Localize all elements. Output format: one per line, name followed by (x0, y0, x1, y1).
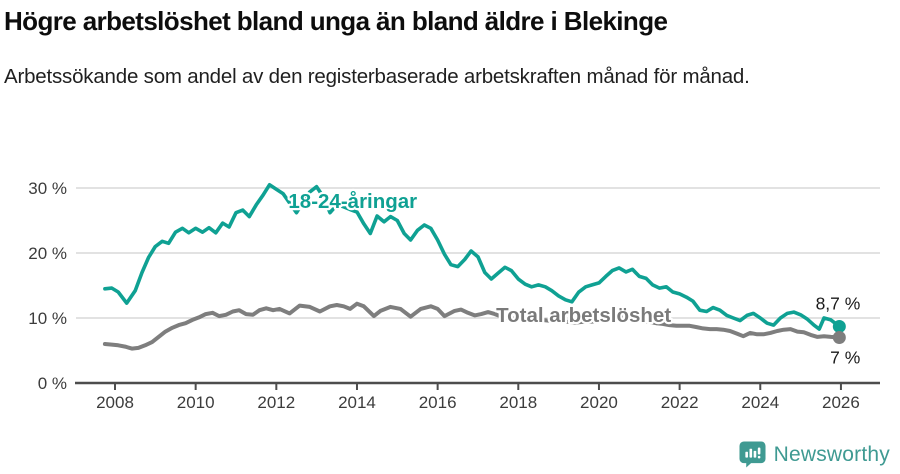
x-tick-label: 2026 (822, 393, 860, 412)
gridlines (76, 187, 880, 319)
page-title: Högre arbetslöshet bland unga än bland ä… (4, 6, 668, 36)
x-tick-label: 2008 (96, 393, 134, 412)
chart-subtitle: Arbetssökande som andel av den registerb… (4, 65, 750, 88)
y-axis-tick-labels: 0 % 10 % 20 % 30 % (28, 179, 67, 393)
series-end-value-label: 7 % (830, 348, 860, 368)
x-tick-label: 2014 (338, 393, 376, 412)
series-end-dot (832, 319, 846, 333)
series-line-total (102, 301, 842, 351)
x-tick-label: 2018 (499, 393, 537, 412)
series-line-young (103, 183, 842, 331)
newsworthy-branding: Newsworthy (739, 441, 890, 468)
end-annotations: 8,7 % 7 % (814, 292, 862, 369)
y-tick-label: 0 % (38, 374, 67, 393)
x-tick-label: 2012 (257, 393, 295, 412)
x-tick-label: 2010 (177, 393, 215, 412)
series-label: Total arbetslöshet (496, 304, 671, 327)
x-tick-label: 2016 (419, 393, 457, 412)
x-tick-label: 2022 (661, 393, 699, 412)
x-tick-label: 2024 (741, 393, 779, 412)
series-labels: 18-24-åringar Total arbetslöshet (286, 188, 673, 329)
x-axis: 2008 2010 2012 2014 2016 2018 2020 2022 2024 2026 (75, 381, 880, 412)
newsworthy-logo-text: Newsworthy (773, 442, 890, 466)
series-end-dot (832, 331, 846, 344)
y-tick-label: 20 % (28, 244, 67, 263)
series-label: 18-24-åringar (288, 190, 417, 213)
series-lines (102, 183, 842, 351)
newsworthy-logo-icon (739, 441, 766, 468)
x-tick-label: 2020 (580, 393, 618, 412)
y-tick-label: 30 % (28, 179, 67, 198)
series-end-value-label: 8,7 % (816, 293, 861, 313)
y-tick-label: 10 % (28, 309, 67, 328)
